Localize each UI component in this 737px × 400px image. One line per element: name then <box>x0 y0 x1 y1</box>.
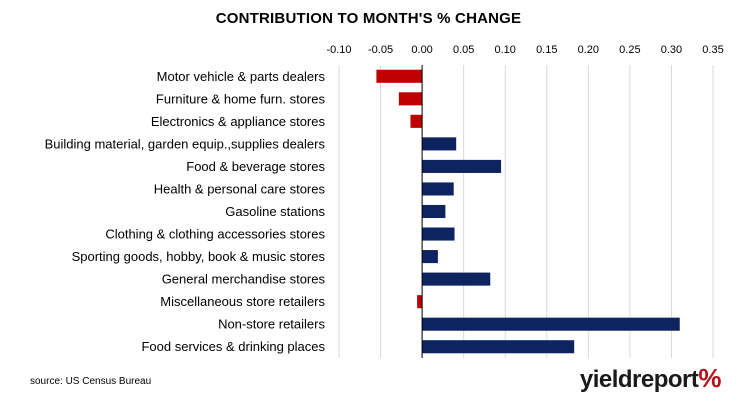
bar <box>422 159 502 173</box>
source-note: source: US Census Bureau <box>30 376 152 387</box>
bar <box>422 204 446 219</box>
bar <box>422 250 438 264</box>
category-label: Motor vehicle & parts dealers <box>157 69 326 84</box>
category-label: Building material, garden equip.,supplie… <box>45 136 326 151</box>
category-labels: Motor vehicle & parts dealers Furniture &… <box>45 69 326 354</box>
category-label: Sporting goods, hobby, book & music stor… <box>72 249 326 264</box>
bar <box>410 114 423 128</box>
bar <box>422 182 454 196</box>
logo-text: yieldreport <box>579 366 699 393</box>
x-tick-label: 0.05 <box>453 44 474 56</box>
x-tick-label: 0.25 <box>619 44 640 56</box>
x-tick-label: 0.15 <box>536 44 557 56</box>
x-tick-label: 0.10 <box>495 44 516 56</box>
x-tick-label: -0.10 <box>326 44 351 56</box>
x-tick-label: 0.35 <box>702 44 723 56</box>
x-tick-label: -0.05 <box>368 44 393 56</box>
category-label: Non-store retailers <box>218 317 325 332</box>
category-label: Food & beverage stores <box>186 159 325 174</box>
category-label: Health & personal care stores <box>154 181 326 196</box>
x-tick-labels: -0.10 -0.05 0.00 0.05 0.10 0.15 0.20 0.25 0.30 0.… <box>326 44 723 56</box>
gridlines <box>338 65 714 358</box>
category-label: General merchandise stores <box>162 272 326 287</box>
x-tick-label: 0.30 <box>661 44 682 56</box>
chart-title: CONTRIBUTION TO MONTH'S % CHANGE <box>215 10 522 27</box>
logo-percent-icon: % <box>698 363 721 393</box>
x-tick-label: 0.20 <box>578 44 599 56</box>
category-label: Food services & drinking places <box>141 339 325 354</box>
bar <box>376 69 423 83</box>
category-label: Miscellaneous store retailers <box>160 294 325 309</box>
yieldreport-logo: yieldreport% <box>579 363 722 394</box>
category-label: Furniture & home furn. stores <box>156 91 326 106</box>
bar <box>422 227 455 241</box>
category-label: Gasoline stations <box>225 204 325 219</box>
bar <box>422 272 491 286</box>
bar <box>422 137 457 151</box>
x-tick-label: 0.00 <box>411 44 432 56</box>
bar <box>417 295 423 309</box>
bars <box>376 69 680 354</box>
bar <box>422 317 680 331</box>
category-label: Electronics & appliance stores <box>151 114 326 129</box>
bar <box>398 92 423 106</box>
bar <box>422 340 575 354</box>
category-label: Clothing & clothing accessories stores <box>105 227 325 242</box>
